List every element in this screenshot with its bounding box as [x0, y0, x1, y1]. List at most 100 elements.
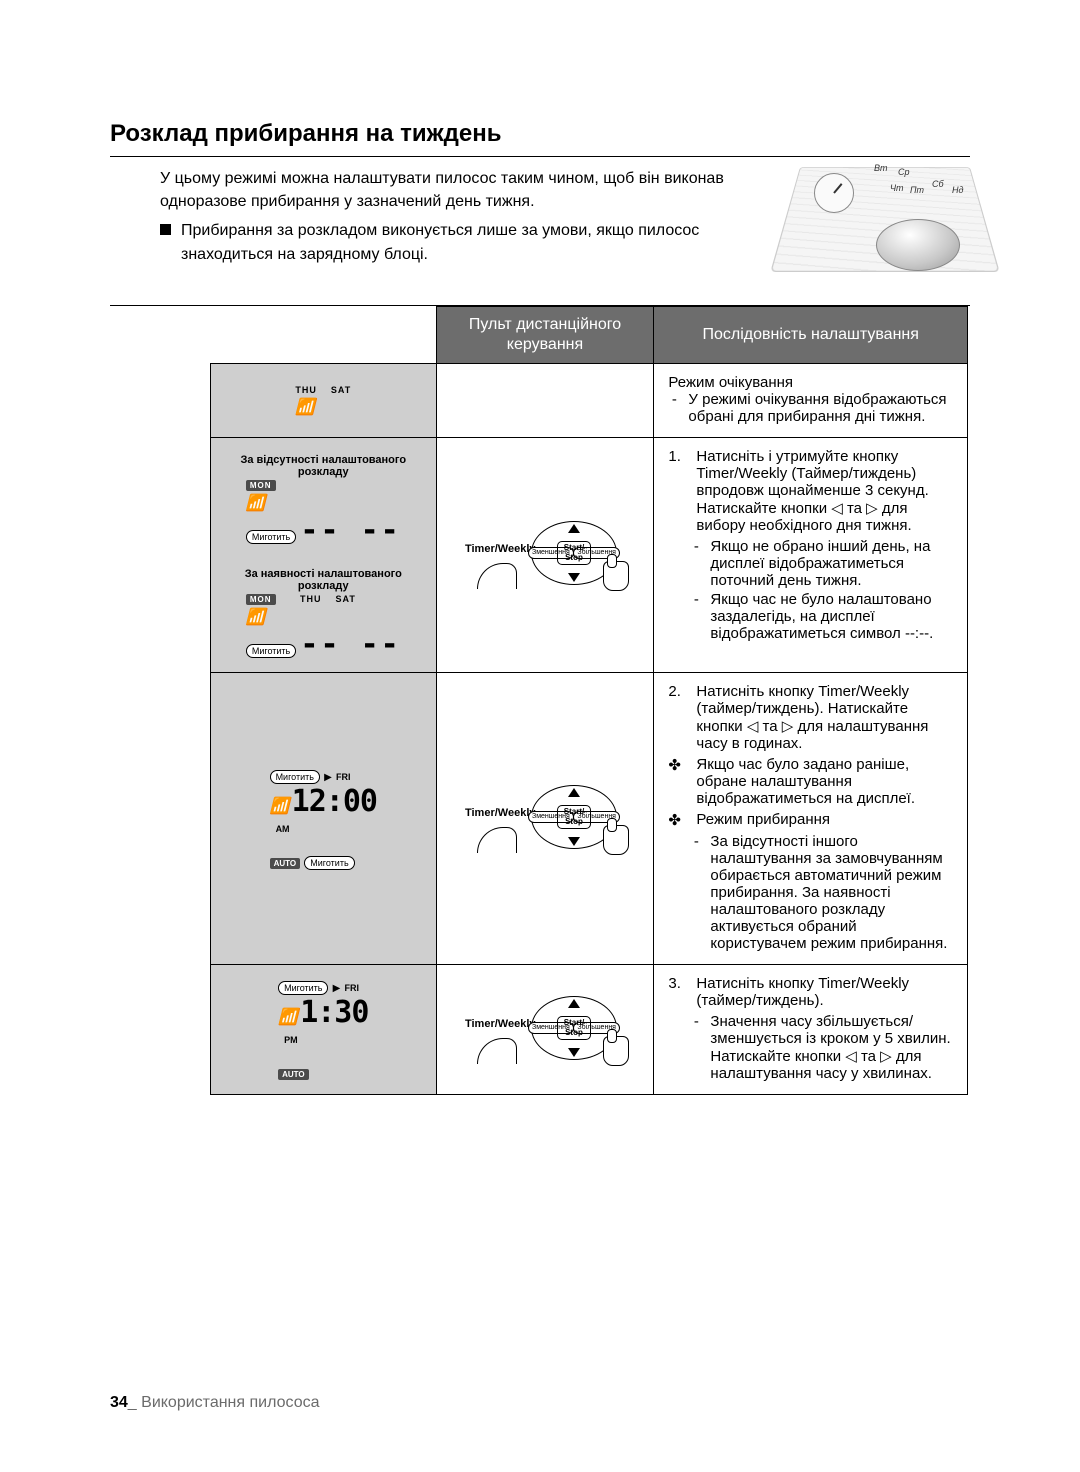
day-label: Вт — [874, 163, 888, 173]
day-mon-badge: MON — [246, 594, 276, 605]
col-steps-header: Послідовність налаштування — [654, 307, 968, 364]
hand-icon — [603, 1036, 629, 1066]
flower-bullet-icon: ✤ — [668, 811, 690, 829]
display-cell: Миготить ▶ FRI 📶 1:30 PM AUTO — [211, 965, 437, 1095]
lcd-display: MON THU SAT 📶 Миготить -- -- — [246, 594, 401, 662]
timer-weekly-label: Timer/Weekly — [465, 1018, 536, 1030]
caption-no-schedule: За відсутності налаштованого розкладу — [225, 454, 422, 478]
square-bullet-icon — [160, 224, 171, 235]
time-display: -- -- — [300, 513, 400, 548]
step-text: Якщо час було задано раніше, обране нала… — [696, 756, 953, 807]
footer-sep: _ — [128, 1394, 141, 1411]
blink-badge: Миготить — [246, 644, 296, 658]
blink-badge: Миготить — [246, 530, 296, 544]
dash-icon: - — [690, 833, 702, 952]
start-stop-button: Start/Stop — [557, 805, 591, 829]
remote-cell — [436, 364, 654, 438]
table-row: Миготить ▶ FRI 📶 12:00 AM AUTO Миготить … — [211, 673, 968, 965]
table-row: THU SAT 📶 Режим очікування -У режимі очі… — [211, 364, 968, 438]
display-cell: THU SAT 📶 — [211, 364, 437, 438]
table-header-row: Пульт дистанційного керування Послідовні… — [211, 307, 968, 364]
display-cell: За відсутності налаштованого розкладу MO… — [211, 438, 437, 673]
step-text: Натисніть кнопку Timer/Weekly (таймер/ти… — [696, 683, 953, 752]
day-label: Чт — [890, 183, 904, 193]
lcd-display: THU SAT 📶 — [295, 385, 351, 417]
step-number: 1. — [668, 448, 690, 534]
pm-label: PM — [284, 1035, 298, 1045]
intro-section: У цьому режимі можна налаштувати пилосос… — [160, 167, 970, 277]
day-mon-badge: MON — [246, 480, 276, 491]
time-display: 1:30 — [300, 995, 368, 1030]
thumb-icon — [477, 827, 517, 853]
remote-diagram: Timer/Weekly Зменшення Збільшення Start/… — [465, 992, 625, 1064]
intro-paragraph: У цьому режимі можна налаштувати пилосос… — [160, 167, 784, 213]
steps-cell: Режим очікування -У режимі очікування ві… — [654, 364, 968, 438]
timer-weekly-label: Timer/Weekly — [465, 543, 536, 555]
down-arrow-icon — [568, 573, 580, 582]
step-text: Якщо час не було налаштовано заздалегідь… — [710, 591, 953, 642]
remote-cell: Timer/Weekly Зменшення Збільшення Start/… — [436, 438, 654, 673]
steps-cell: 2. Натисніть кнопку Timer/Weekly (таймер… — [654, 673, 968, 965]
day-sat: SAT — [336, 594, 356, 604]
time-display: -- -- — [300, 627, 400, 662]
caption-has-schedule: За наявності налаштованого розкладу — [225, 568, 422, 592]
day-thu: THU — [300, 594, 322, 604]
thumb-icon — [477, 1038, 517, 1064]
down-arrow-icon — [568, 1048, 580, 1057]
step-number: 3. — [668, 975, 690, 1009]
clock-icon — [814, 173, 854, 213]
flower-bullet-icon: ✤ — [668, 756, 690, 807]
auto-badge: AUTO — [278, 1069, 309, 1080]
thumb-icon — [477, 563, 517, 589]
day-label: Пт — [910, 185, 924, 195]
step-text: Режим прибирання — [696, 811, 830, 829]
step-text: Якщо не обрано інший день, на дисплеї ві… — [710, 538, 953, 589]
footer-text: Використання пилососа — [141, 1394, 319, 1411]
timer-weekly-label: Timer/Weekly — [465, 807, 536, 819]
lcd-display: MON 📶 Миготить -- -- — [246, 480, 401, 548]
standby-title: Режим очікування — [668, 374, 953, 391]
step-text: У режимі очікування відображаються обран… — [688, 391, 953, 425]
steps-cell: 3. Натисніть кнопку Timer/Weekly (таймер… — [654, 965, 968, 1095]
page-title: Розклад прибирання на тиждень — [110, 120, 970, 157]
hand-icon — [603, 561, 629, 591]
start-stop-button: Start/Stop — [557, 541, 591, 565]
step-number: 2. — [668, 683, 690, 752]
day-fri: FRI — [336, 772, 351, 782]
antenna-icon: 📶 — [295, 399, 313, 416]
antenna-icon: 📶 — [270, 798, 288, 815]
intro-bullet-text: Прибирання за розкладом виконується лише… — [181, 219, 784, 265]
up-arrow-icon — [568, 999, 580, 1008]
dash-icon: - — [668, 391, 680, 425]
page-footer: 34_ Використання пилососа — [110, 1394, 319, 1412]
step-text: Значення часу збільшується/зменшується і… — [710, 1013, 953, 1082]
vacuum-illustration: Вт Ср Чт Пт Сб Нд — [800, 167, 970, 277]
day-fri: FRI — [345, 983, 360, 993]
intro-bullet: Прибирання за розкладом виконується лише… — [160, 219, 784, 265]
antenna-icon: 📶 — [278, 1009, 296, 1026]
up-arrow-icon — [568, 524, 580, 533]
hand-icon — [603, 825, 629, 855]
lcd-display: Миготить ▶ FRI 📶 12:00 AM AUTO Миготить — [270, 767, 377, 870]
arrow-right-icon: ▶ — [333, 983, 341, 994]
robot-vacuum-icon — [876, 219, 960, 271]
blink-badge: Миготить — [304, 856, 354, 870]
down-arrow-icon — [568, 837, 580, 846]
remote-cell: Timer/Weekly Зменшення Збільшення Start/… — [436, 965, 654, 1095]
table-row: Миготить ▶ FRI 📶 1:30 PM AUTO Timer/Week… — [211, 965, 968, 1095]
antenna-icon: 📶 — [246, 495, 264, 512]
day-thu: THU — [295, 385, 317, 395]
blink-badge: Миготить — [278, 981, 328, 995]
start-stop-button: Start/Stop — [557, 1016, 591, 1040]
lcd-display: Миготить ▶ FRI 📶 1:30 PM AUTO — [278, 978, 368, 1081]
up-arrow-icon — [568, 788, 580, 797]
step-text: За відсутності іншого налаштування за за… — [710, 833, 953, 952]
remote-diagram: Timer/Weekly Зменшення Збільшення Start/… — [465, 781, 625, 853]
auto-badge: AUTO — [270, 858, 301, 869]
day-label: Сб — [932, 179, 944, 189]
step-text: Натисніть кнопку Timer/Weekly (таймер/ти… — [696, 975, 953, 1009]
page-number: 34 — [110, 1394, 128, 1411]
remote-diagram: Timer/Weekly Зменшення Збільшення Start/… — [465, 517, 625, 589]
day-label: Нд — [952, 185, 963, 195]
day-label: Ср — [898, 167, 910, 177]
